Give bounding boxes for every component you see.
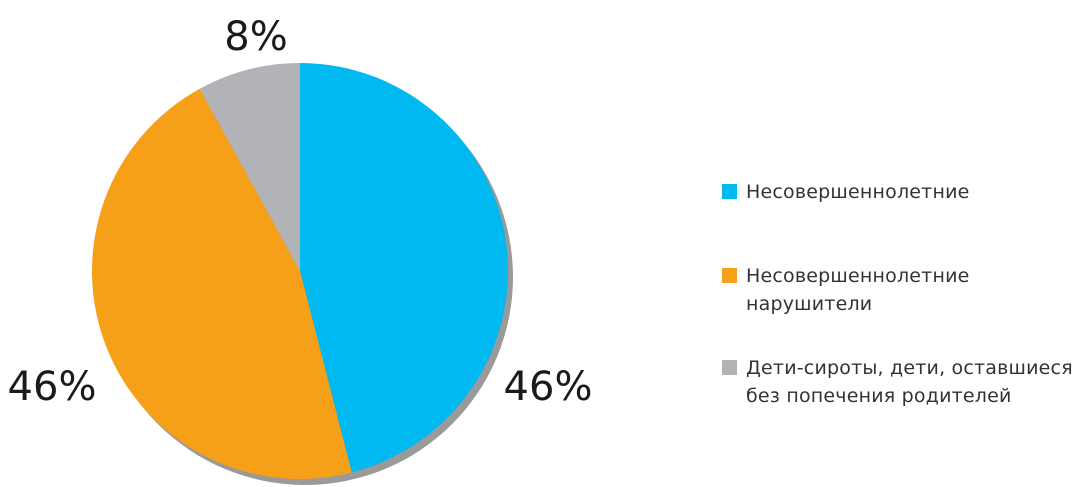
pie-slices bbox=[91, 63, 509, 480]
legend-item-minors: Несовершеннолетние bbox=[722, 178, 970, 206]
legend-label-orphans: Дети-сироты, дети, оставшиеся без попече… bbox=[746, 357, 1073, 407]
pie-slice-orphans bbox=[199, 63, 300, 271]
legend-swatch-minors bbox=[722, 184, 737, 199]
legend-item-juvenile-offenders: Несовершеннолетние нарушители bbox=[722, 262, 970, 318]
pie-label-minors: 46% bbox=[504, 364, 593, 410]
pie-slice-minors bbox=[300, 63, 509, 473]
legend-item-orphans: Дети-сироты, дети, оставшиеся без попече… bbox=[722, 354, 1073, 410]
pie-slice-juvenile-offenders bbox=[91, 88, 352, 480]
pie-labels: 46% 46% 8% bbox=[8, 14, 593, 410]
legend-swatch-juvenile-offenders bbox=[722, 268, 737, 283]
pie-label-orphans: 8% bbox=[224, 14, 287, 60]
legend-label-juvenile-offenders: Несовершеннолетние нарушители bbox=[746, 265, 970, 315]
legend-label-minors: Несовершеннолетние bbox=[746, 181, 970, 203]
legend-swatch-orphans bbox=[722, 360, 737, 375]
pie-label-juvenile-offenders: 46% bbox=[8, 364, 97, 410]
